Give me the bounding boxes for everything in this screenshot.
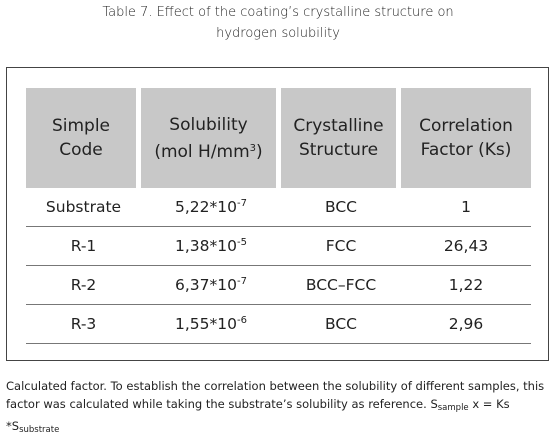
header-row: Simple Code Solubility (mol H/mm3) Crystal… <box>26 88 531 188</box>
solubility-cell: 6,37*10-7 <box>141 266 281 305</box>
solubility-exponent: -7 <box>237 198 247 209</box>
table-row: R-2 6,37*10-7 BCC–FCC 1,22 <box>26 266 531 305</box>
solubility-base: 1,38*10 <box>175 237 237 255</box>
header-line: Simple <box>51 116 111 136</box>
structure-cell: BCC–FCC <box>281 266 401 305</box>
header-line: Structure <box>298 140 379 160</box>
table-row: Substrate 5,22*10-7 BCC 1 <box>26 188 531 227</box>
solubility-exponent: -7 <box>237 276 247 287</box>
code-cell: R-1 <box>26 227 141 266</box>
footnote-text: Calculated factor. To establish the corr… <box>6 379 545 411</box>
table-title: Table 7. Effect of the coating’s crystal… <box>0 2 556 44</box>
table-body: Substrate 5,22*10-7 BCC 1 R-1 1,38*10-5 FCC 26,… <box>26 188 531 344</box>
header-line: Correlation <box>419 116 513 136</box>
formula-symbol: S <box>430 397 438 411</box>
code-cell: R-3 <box>26 305 141 344</box>
header-line: Crystalline <box>293 116 384 136</box>
title-line: hydrogen solubility <box>216 26 340 41</box>
unit: (mol H/mm <box>154 141 250 162</box>
solubility-cell: 5,22*10-7 <box>141 188 281 227</box>
unit-exponent: 3 <box>249 142 257 154</box>
structure-cell: BCC <box>281 188 401 227</box>
formula-subscript: sample <box>437 403 469 413</box>
structure-cell: BCC <box>281 305 401 344</box>
table-frame: Simple Code Solubility (mol H/mm3) Crystal… <box>6 67 549 361</box>
solubility-exponent: -6 <box>237 315 247 326</box>
header-line: Factor (Ks) <box>420 140 512 160</box>
solubility-base: 1,55*10 <box>175 315 237 333</box>
formula: x = Ks *S <box>6 397 510 433</box>
factor-cell: 1,22 <box>401 266 531 305</box>
title-line: Table 7. Effect of the coating’s crystal… <box>102 5 454 20</box>
footnote: Calculated factor. To establish the corr… <box>6 377 551 439</box>
header-cell: Simple Code <box>26 88 141 188</box>
solubility-cell: 1,55*10-6 <box>141 305 281 344</box>
factor-cell: 26,43 <box>401 227 531 266</box>
formula-subscript: substrate <box>19 425 60 435</box>
code-cell: Substrate <box>26 188 141 227</box>
table-row: R-1 1,38*10-5 FCC 26,43 <box>26 227 531 266</box>
solubility-exponent: -5 <box>237 237 247 248</box>
solubility-base: 6,37*10 <box>175 276 237 294</box>
header-cell: Crystalline Structure <box>281 88 401 188</box>
header-cell: Solubility (mol H/mm3) <box>141 88 281 188</box>
structure-cell: FCC <box>281 227 401 266</box>
factor-cell: 1 <box>401 188 531 227</box>
code-cell: R-2 <box>26 266 141 305</box>
header-line: Solubility <box>169 114 248 135</box>
data-table: Simple Code Solubility (mol H/mm3) Crystal… <box>26 88 531 344</box>
table-row: R-3 1,55*10-6 BCC 2,96 <box>26 305 531 344</box>
header-line: Code <box>59 140 103 160</box>
solubility-base: 5,22*10 <box>175 198 237 216</box>
header-cell: Correlation Factor (Ks) <box>401 88 531 188</box>
factor-cell: 2,96 <box>401 305 531 344</box>
header-line: (mol H/mm3) <box>141 137 276 164</box>
unit-end: ) <box>256 141 263 162</box>
solubility-cell: 1,38*10-5 <box>141 227 281 266</box>
